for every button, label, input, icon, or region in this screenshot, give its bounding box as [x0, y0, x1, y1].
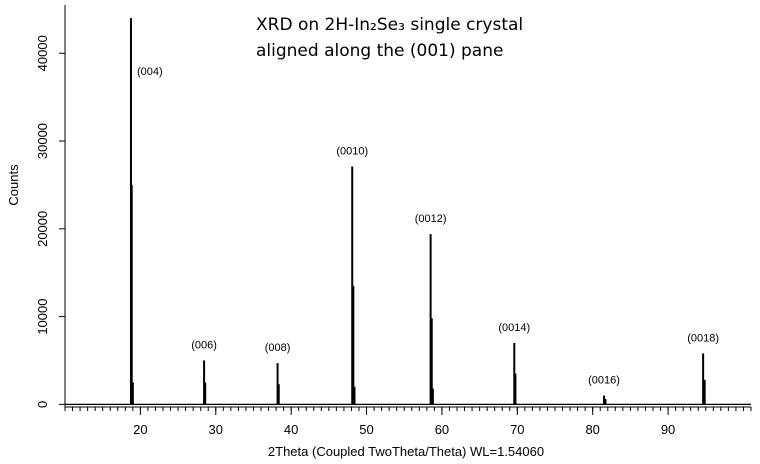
- y-tick-label: 10000: [35, 299, 50, 335]
- peak-label: (004): [137, 66, 163, 78]
- chart-title: XRD on 2H-In₂Se₃ single crystal: [256, 15, 523, 35]
- peak-label: (0012): [415, 213, 447, 225]
- chart-subtitle: aligned along the (001) pane: [256, 41, 503, 61]
- peak-label: (0016): [588, 375, 620, 387]
- x-tick-label: 70: [510, 422, 524, 437]
- y-tick-label: 0: [35, 401, 50, 408]
- y-tick-label: 30000: [35, 123, 50, 159]
- x-tick-label: 50: [359, 422, 373, 437]
- x-tick-label: 60: [435, 422, 449, 437]
- x-tick-label: 80: [585, 422, 599, 437]
- y-tick-label: 40000: [35, 35, 50, 71]
- x-tick-label: 20: [133, 422, 147, 437]
- peak-label: (008): [265, 342, 291, 354]
- x-tick-label: 40: [284, 422, 298, 437]
- x-tick-label: 30: [209, 422, 223, 437]
- y-axis-label: Counts: [6, 164, 21, 206]
- peak-label: (0018): [687, 332, 719, 344]
- peak-label: (0014): [498, 322, 530, 334]
- x-axis-label: 2Theta (Coupled TwoTheta/Theta) WL=1.540…: [268, 444, 544, 459]
- peak-label: (006): [191, 339, 217, 351]
- y-tick-label: 20000: [35, 211, 50, 247]
- peak-label: (0010): [336, 146, 368, 158]
- x-tick-label: 90: [661, 422, 675, 437]
